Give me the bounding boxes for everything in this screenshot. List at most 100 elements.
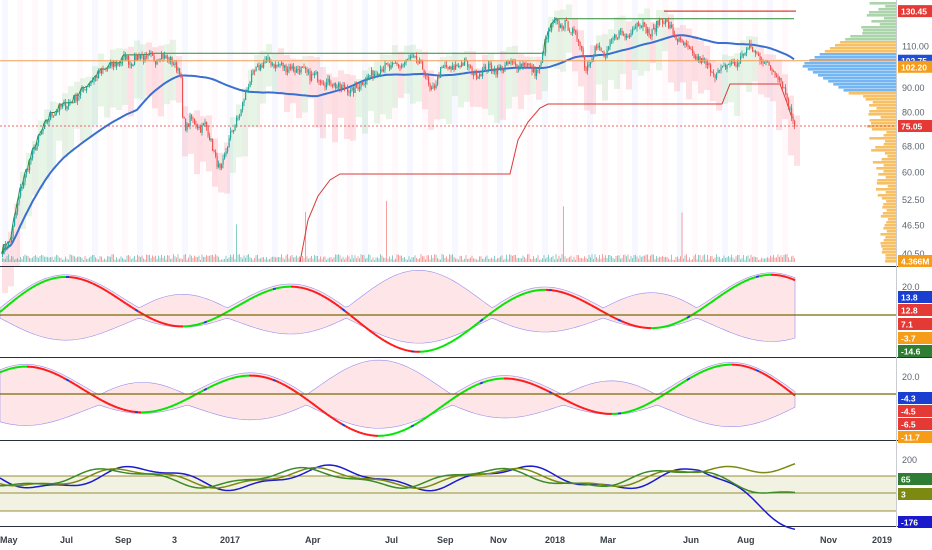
candle-body (423, 69, 425, 76)
oscillator-line-segment (611, 315, 616, 320)
volume-bar (789, 259, 791, 262)
volume-bar (732, 257, 734, 262)
cloud-band-segment (518, 54, 524, 110)
oscillator-line-segment (695, 309, 700, 314)
oscillator-line-segment (14, 296, 19, 301)
volume-bar (255, 255, 257, 262)
candle-body (741, 53, 743, 57)
candle-body (731, 62, 733, 64)
candle-body (498, 67, 500, 69)
oscillator-line-segment (686, 315, 691, 319)
oscillator-line-segment (89, 281, 94, 285)
volume-bar (734, 259, 735, 262)
volume-bar (284, 259, 285, 262)
candle-body (23, 181, 25, 188)
candle-body (566, 19, 568, 21)
candle-body (102, 69, 104, 70)
volume-bar (248, 254, 249, 262)
volume-bar (215, 254, 216, 262)
cloud-band-segment (728, 55, 734, 103)
volume-bar (758, 259, 759, 262)
oscillator-line-segment (59, 375, 64, 379)
candle-body (650, 34, 652, 37)
oscillator-panel-1[interactable] (0, 270, 896, 353)
volume-bar (597, 258, 599, 262)
volume-bar (410, 259, 411, 262)
oscillator-panel-3[interactable] (0, 463, 896, 531)
candle-body (527, 63, 529, 66)
oscillator-line-segment (557, 290, 562, 293)
price-panel[interactable] (0, 0, 896, 294)
oscillator-line-segment (377, 335, 382, 340)
background-shade (92, 0, 98, 262)
oscillator-line-segment (716, 364, 721, 368)
oscillator-line-segment (749, 277, 754, 281)
oscillator-line-segment (383, 339, 388, 344)
candle-body (477, 76, 479, 79)
volume-bar (545, 258, 546, 262)
candle-body (8, 241, 10, 248)
volume-bar (123, 258, 125, 262)
volume-bar (513, 255, 515, 262)
volume-bar (126, 255, 128, 262)
oscillator-line-segment (515, 294, 520, 298)
oscillator-line-segment (617, 318, 622, 322)
time-axis[interactable]: May Jul Sep 3 2017 Apr Jul Sep Nov 2018 Mar Jun Aug N… (0, 535, 892, 545)
oscillator-panel-2[interactable] (0, 359, 896, 437)
oscillator-line-segment (704, 368, 709, 372)
cloud-band-segment (158, 45, 164, 117)
candle-body (290, 66, 292, 69)
cloud-band-segment (494, 60, 500, 123)
oscillator-line-segment (164, 322, 169, 326)
volume-bar (78, 256, 80, 262)
oscillator-line-segment (674, 321, 679, 325)
oscillator-line-segment (668, 323, 673, 327)
candle-body (356, 85, 358, 88)
oscillator-line-segment (725, 289, 730, 293)
candle-body (630, 33, 632, 36)
time-axis-label: 3 (172, 535, 177, 545)
oscillator-line-segment (761, 372, 766, 376)
oscillator-line-segment (455, 336, 460, 340)
oscillator-line-segment (740, 364, 745, 368)
volume-profile-bar (824, 50, 896, 53)
oscillator-line-segment (449, 397, 454, 402)
volume-bar (515, 254, 516, 262)
candle-body (258, 65, 260, 71)
oscillator-line-segment (305, 398, 310, 402)
volume-profile-bar (812, 71, 896, 74)
candle-body (765, 61, 767, 63)
candle-body (746, 48, 748, 54)
oscillator-line-segment (41, 367, 46, 371)
volume-bar (704, 254, 705, 262)
oscillator-line-segment (158, 408, 163, 412)
volume-bar (21, 259, 23, 262)
volume-bar (366, 257, 368, 262)
oscillator-line-segment (146, 315, 151, 319)
candle-body (323, 83, 325, 86)
candle-body (602, 51, 604, 52)
price-axis[interactable]: 40.5046.5052.5060.0068.0080.0090.00110.0… (898, 5, 932, 528)
background-shade (302, 0, 308, 262)
oscillator-line-segment (509, 297, 514, 302)
candle-body (777, 76, 779, 80)
volume-bar (471, 255, 473, 262)
candle-body (219, 163, 221, 169)
volume-bar (87, 258, 89, 262)
oscillator-line-segment (341, 423, 346, 427)
oscillator-line-segment (572, 295, 577, 299)
volume-bar (144, 259, 146, 262)
volume-bar (207, 255, 209, 262)
candle-body (215, 151, 217, 156)
oscillator-line-segment (38, 367, 43, 370)
oscillator-line-segment (227, 377, 232, 381)
cloud-band-segment (68, 86, 74, 152)
volume-bar (420, 254, 422, 262)
volume-bar (465, 255, 467, 262)
volume-bar (167, 255, 168, 262)
volume-profile-bar (879, 23, 896, 26)
volume-bar (224, 258, 225, 262)
cloud-band-segment (422, 51, 428, 110)
candle-body (342, 84, 344, 87)
